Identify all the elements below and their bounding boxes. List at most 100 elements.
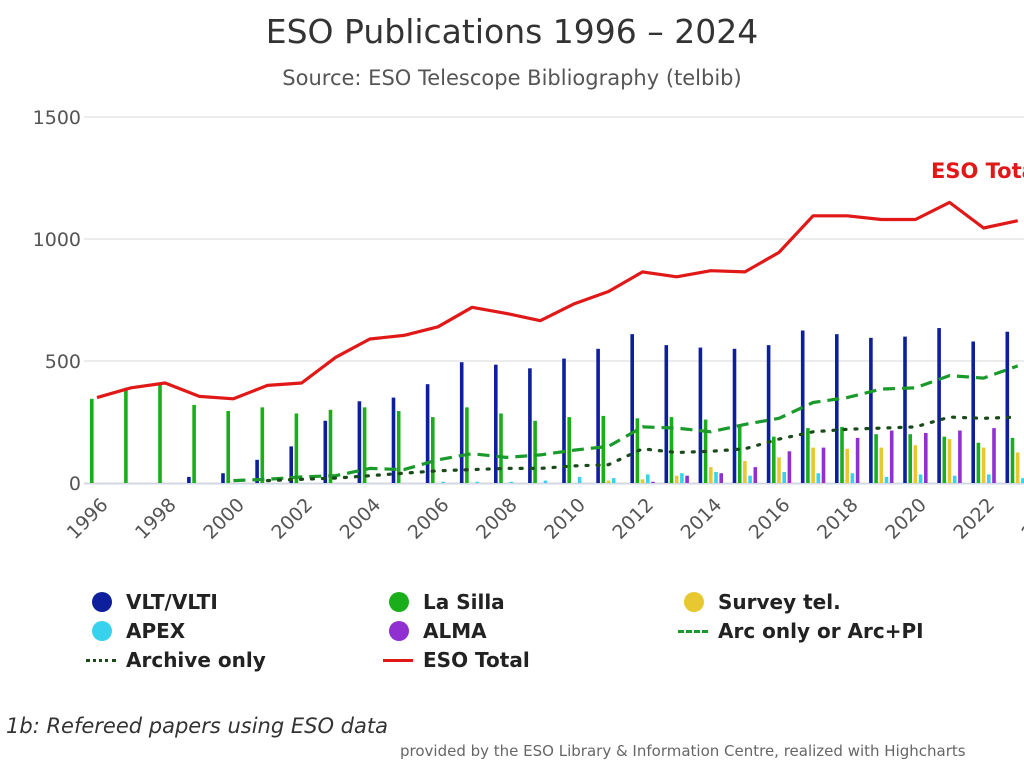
y-tick-label: 500 — [45, 351, 81, 373]
bar-alma — [685, 475, 689, 483]
credits-link[interactable]: provided by the ESO Library & Informatio… — [400, 742, 966, 760]
bar-la-silla — [806, 428, 810, 483]
bar-alma — [992, 428, 996, 483]
legend-label: APEX — [126, 619, 186, 643]
bar-apex — [850, 473, 855, 483]
bar-apex — [816, 473, 821, 483]
y-tick-label: 1500 — [33, 107, 81, 129]
bar-la-silla — [533, 420, 537, 483]
legend-label: ESO Total — [423, 648, 530, 672]
bar-survey-tel- — [743, 461, 747, 483]
bar-alma — [855, 437, 860, 483]
bar-apex — [543, 480, 548, 483]
bar-apex — [987, 474, 991, 483]
series-line-eso-total — [96, 200, 1019, 401]
bar-survey-tel- — [640, 479, 645, 483]
bar-la-silla — [431, 417, 435, 483]
bar-apex — [952, 475, 957, 483]
bar-survey-tel- — [777, 457, 781, 483]
x-tick-label: 2004 — [336, 494, 386, 544]
x-tick-label: 2018 — [813, 494, 863, 544]
legend-label: Survey tel. — [718, 590, 841, 614]
annotation-layer: ESO Total — [931, 159, 1024, 183]
x-tick-label: 2006 — [404, 494, 454, 544]
bar-apex — [441, 481, 445, 483]
x-tick-label: 2016 — [745, 494, 795, 544]
bar-alma — [719, 473, 723, 483]
bar-la-silla — [226, 411, 230, 483]
grid-layer — [84, 116, 1024, 484]
bar-la-silla — [124, 387, 128, 483]
legend-symbol — [678, 619, 712, 643]
legend-symbol — [678, 590, 712, 614]
bar-vlt-vlti — [187, 476, 191, 483]
legend-item-arc-only-or-arc-pi[interactable]: Arc only or Arc+PI — [678, 617, 924, 645]
bar-alma — [651, 481, 655, 483]
bar-vlt-vlti — [869, 337, 873, 483]
bar-survey-tel- — [913, 445, 918, 483]
bar-la-silla — [362, 407, 367, 483]
legend-symbol — [383, 648, 417, 672]
chart-subtitle: Source: ESO Telescope Bibliography (telb… — [282, 66, 742, 90]
bar-apex — [509, 481, 514, 483]
series-line-arc-only-or-arc-pi — [233, 364, 1019, 483]
bar-vlt-vlti — [562, 358, 566, 483]
legend-item-alma[interactable]: ALMA — [383, 617, 487, 645]
bar-survey-tel- — [947, 439, 952, 483]
legend-label: La Silla — [423, 590, 505, 614]
y-tick-label: 0 — [69, 473, 81, 495]
bar-survey-tel- — [879, 447, 884, 483]
legend-item-survey-tel-[interactable]: Survey tel. — [678, 588, 841, 616]
legend-symbol — [86, 648, 120, 672]
legend-item-la-silla[interactable]: La Silla — [383, 588, 505, 616]
bar-alma — [924, 432, 928, 483]
bar-vlt-vlti — [800, 330, 805, 483]
bar-apex — [918, 474, 923, 483]
legend-item-archive-only[interactable]: Archive only — [86, 646, 266, 674]
figure-caption: 1b: Refereed papers using ESO data — [6, 714, 388, 738]
bar-vlt-vlti — [698, 347, 703, 483]
bar-apex — [475, 481, 480, 483]
bar-vlt-vlti — [494, 364, 498, 483]
bar-vlt-vlti — [937, 328, 941, 483]
bar-vlt-vlti — [357, 401, 362, 483]
legend-item-apex[interactable]: APEX — [86, 617, 185, 645]
legend-symbol — [383, 619, 417, 643]
bar-vlt-vlti — [459, 362, 464, 483]
bar-vlt-vlti — [766, 345, 771, 483]
bar-vlt-vlti — [289, 446, 293, 483]
bar-vlt-vlti — [971, 341, 975, 483]
bar-la-silla — [874, 434, 878, 483]
bar-vlt-vlti — [221, 473, 225, 483]
bar-vlt-vlti — [425, 384, 430, 483]
legend-label: Archive only — [126, 648, 266, 672]
bar-apex — [1021, 478, 1024, 483]
x-tick-label: 2014 — [677, 494, 727, 544]
series-annotation: ESO Total — [931, 159, 1024, 183]
lines-layer — [96, 200, 1020, 483]
bar-la-silla — [499, 413, 503, 483]
x-tick-label: 1996 — [63, 494, 113, 544]
x-tick-label: 2012 — [608, 494, 658, 544]
bar-la-silla — [567, 417, 571, 483]
y-tick-label: 1000 — [33, 229, 81, 251]
bar-vlt-vlti — [903, 336, 907, 483]
bar-alma — [889, 430, 894, 483]
legend-item-eso-total[interactable]: ESO Total — [383, 646, 530, 674]
bar-vlt-vlti — [664, 345, 669, 483]
bar-vlt-vlti — [732, 348, 737, 483]
x-tick-label: 2022 — [949, 494, 999, 544]
bar-vlt-vlti — [835, 334, 839, 483]
legend-label: VLT/VLTI — [126, 590, 218, 614]
bar-survey-tel- — [981, 447, 986, 483]
bar-survey-tel- — [606, 480, 611, 483]
chart-title: ESO Publications 1996 – 2024 — [265, 12, 759, 51]
legend-item-vlt-vlti[interactable]: VLT/VLTI — [86, 588, 218, 616]
x-tick-label: 2002 — [267, 494, 317, 544]
bar-vlt-vlti — [391, 397, 396, 483]
bar-vlt-vlti — [630, 334, 634, 483]
legend-label: ALMA — [423, 619, 487, 643]
bar-apex — [577, 476, 582, 483]
bar-survey-tel- — [674, 475, 679, 483]
